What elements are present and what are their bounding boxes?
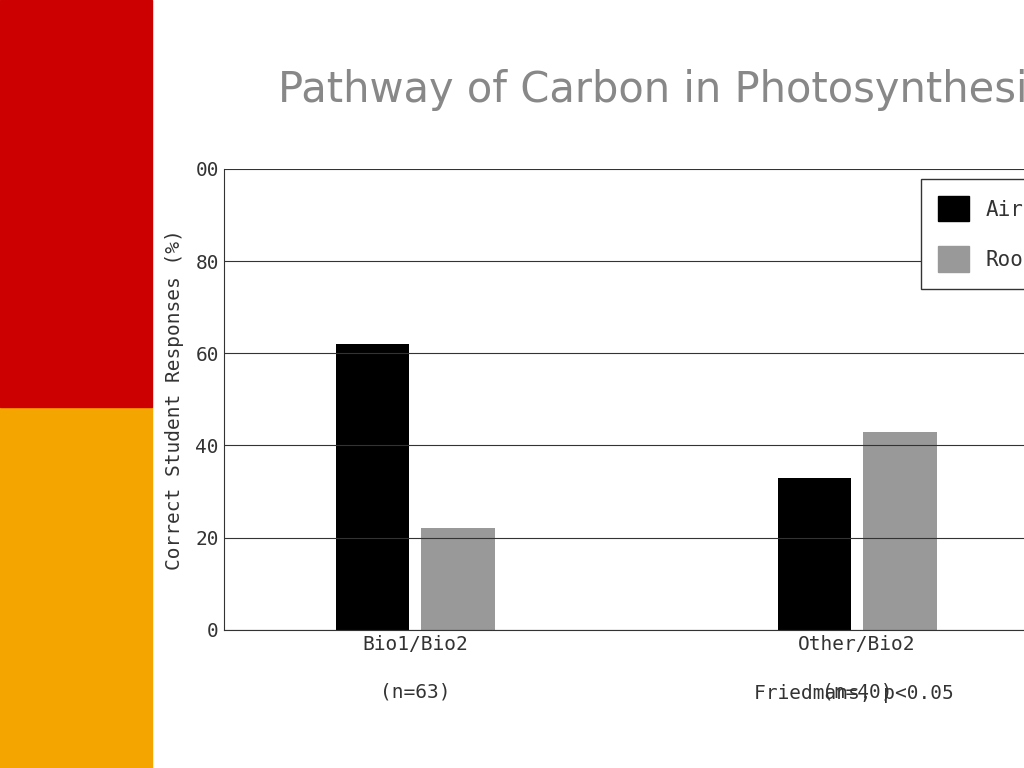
Text: (n=40): (n=40) bbox=[822, 683, 892, 701]
Bar bbox=[863, 432, 937, 630]
Text: (n=63): (n=63) bbox=[380, 683, 451, 701]
Y-axis label: Correct Student Responses (%): Correct Student Responses (%) bbox=[165, 229, 184, 570]
Bar bbox=[777, 478, 851, 630]
Text: Pathway of Carbon in Photosynthesis: Pathway of Carbon in Photosynthesis bbox=[279, 69, 1024, 111]
Bar bbox=[336, 344, 410, 630]
Text: Friedmans, p<0.05: Friedmans, p<0.05 bbox=[754, 684, 953, 703]
Bar bbox=[421, 528, 495, 630]
Legend: Air, Root: Air, Root bbox=[922, 180, 1024, 289]
